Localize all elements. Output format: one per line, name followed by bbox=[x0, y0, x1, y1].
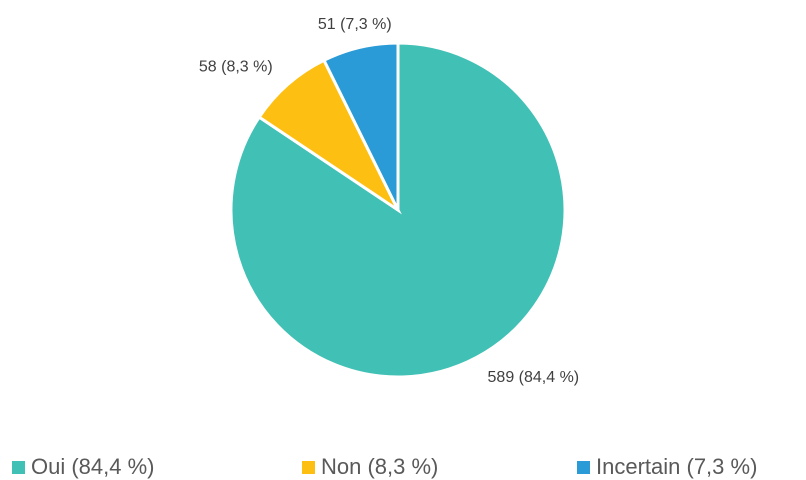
data-label: 58 (8,3 %) bbox=[199, 58, 273, 75]
data-label: 51 (7,3 %) bbox=[318, 16, 392, 33]
legend-swatch bbox=[12, 461, 25, 474]
legend-label: Non (8,3 %) bbox=[321, 454, 438, 479]
legend-swatch bbox=[302, 461, 315, 474]
pie-slice bbox=[321, 41, 400, 211]
legend-label: Oui (84,4 %) bbox=[31, 454, 155, 479]
legend-label: Incertain (7,3 %) bbox=[596, 454, 757, 479]
legend-swatch bbox=[577, 461, 590, 474]
data-label: 589 (84,4 %) bbox=[488, 369, 580, 386]
pie-slice bbox=[257, 58, 402, 215]
